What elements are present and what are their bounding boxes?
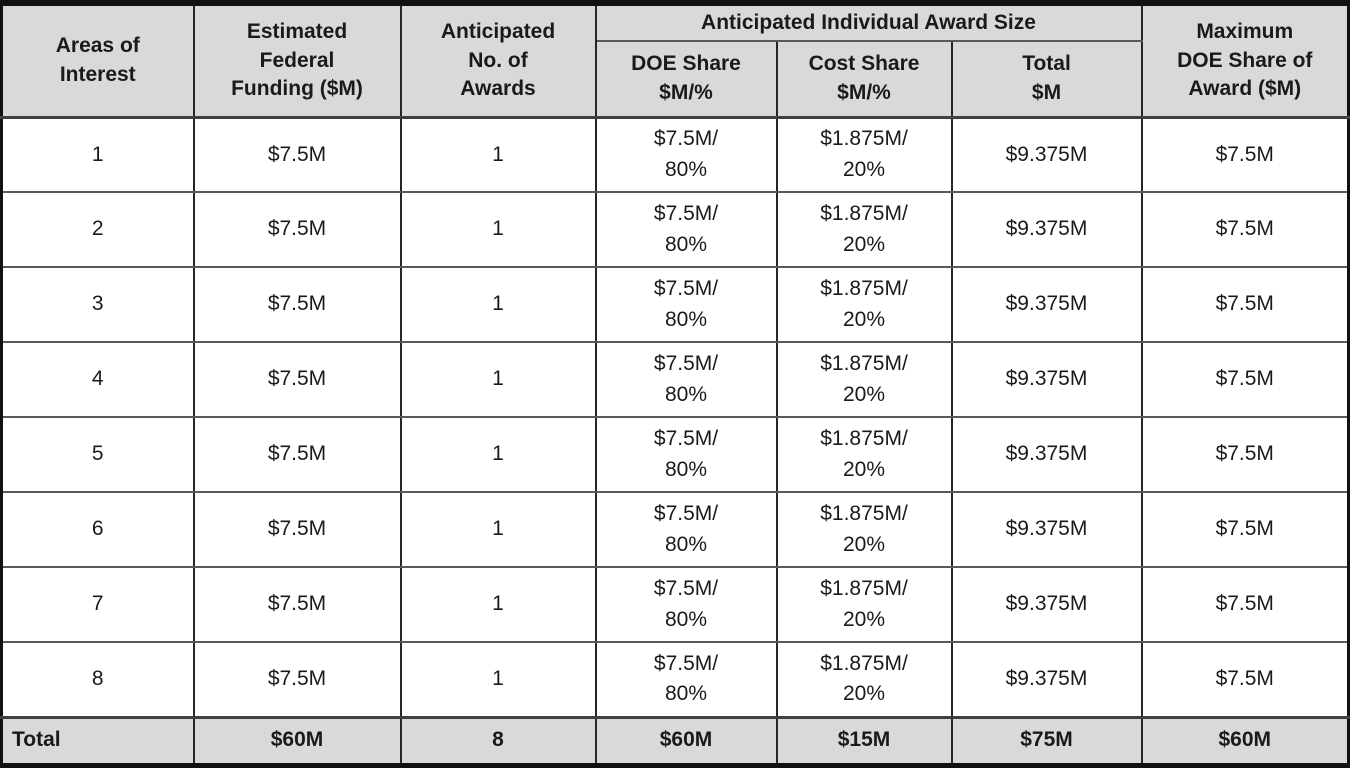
cell-max-doe-share: $7.5M (1140, 116, 1350, 193)
cell-area: 5 (0, 416, 195, 493)
cell-federal-funding: $7.5M (192, 641, 402, 718)
cell-federal-funding: $7.5M (192, 266, 402, 343)
table-row: 3 $7.5M 1 $7.5M/ 80% $1.875M/ 20% $9.375… (0, 266, 1350, 343)
cell-doe-share: $7.5M/ 80% (594, 416, 778, 493)
col-header-doe-share: DOE Share $M/% (594, 40, 778, 119)
col-header-anticipated-no-of-awards: Anticipated No. of Awards (399, 2, 597, 119)
cell-area: 8 (0, 641, 195, 718)
cell-federal-funding: $7.5M (192, 566, 402, 643)
cell-awards: 1 (399, 191, 597, 268)
cell-awards: 1 (399, 341, 597, 418)
cell-area: 6 (0, 491, 195, 568)
cell-awards: 1 (399, 566, 597, 643)
table-header: Areas of Interest Estimated Federal Fund… (0, 2, 1350, 119)
cell-total: $9.375M (950, 416, 1143, 493)
total-row: Total $60M 8 $60M $15M $75M $60M (0, 715, 1350, 766)
cell-cost-share: $1.875M/ 20% (775, 641, 953, 718)
cell-total: $9.375M (950, 266, 1143, 343)
col-header-total: Total $M (950, 40, 1143, 119)
header-row-sub: DOE Share $M/% Cost Share $M/% Total $M (2, 40, 1349, 119)
table-row: 5 $7.5M 1 $7.5M/ 80% $1.875M/ 20% $9.375… (0, 416, 1350, 493)
cell-total: $9.375M (950, 491, 1143, 568)
cell-area: 2 (0, 191, 195, 268)
cell-cost-share: $1.875M/ 20% (775, 416, 953, 493)
cell-total: $9.375M (950, 641, 1143, 718)
cell-federal-funding: $7.5M (192, 491, 402, 568)
cell-doe-share: $7.5M/ 80% (594, 491, 778, 568)
cell-doe-share: $7.5M/ 80% (594, 266, 778, 343)
total-label: Total (0, 715, 195, 766)
cell-awards: 1 (399, 416, 597, 493)
cell-max-doe-share: $7.5M (1140, 566, 1350, 643)
total-total: $75M (950, 715, 1143, 766)
cell-awards: 1 (399, 266, 597, 343)
cell-total: $9.375M (950, 341, 1143, 418)
cell-area: 7 (0, 566, 195, 643)
col-header-anticipated-individual-award-size: Anticipated Individual Award Size (594, 2, 1143, 42)
cell-max-doe-share: $7.5M (1140, 191, 1350, 268)
cell-area: 1 (0, 116, 195, 193)
cell-federal-funding: $7.5M (192, 341, 402, 418)
cell-total: $9.375M (950, 191, 1143, 268)
total-cost-share: $15M (775, 715, 953, 766)
cell-cost-share: $1.875M/ 20% (775, 341, 953, 418)
table-row: 8 $7.5M 1 $7.5M/ 80% $1.875M/ 20% $9.375… (0, 641, 1350, 718)
col-header-cost-share: Cost Share $M/% (775, 40, 953, 119)
table-body: 1 $7.5M 1 $7.5M/ 80% $1.875M/ 20% $9.375… (0, 116, 1350, 766)
cell-cost-share: $1.875M/ 20% (775, 566, 953, 643)
total-max-doe-share: $60M (1140, 715, 1350, 766)
cell-cost-share: $1.875M/ 20% (775, 191, 953, 268)
cell-federal-funding: $7.5M (192, 191, 402, 268)
total-federal-funding: $60M (192, 715, 402, 766)
cell-max-doe-share: $7.5M (1140, 266, 1350, 343)
cell-total: $9.375M (950, 566, 1143, 643)
cell-doe-share: $7.5M/ 80% (594, 191, 778, 268)
table-row: 6 $7.5M 1 $7.5M/ 80% $1.875M/ 20% $9.375… (0, 491, 1350, 568)
total-doe-share: $60M (594, 715, 778, 766)
cell-max-doe-share: $7.5M (1140, 641, 1350, 718)
total-awards: 8 (399, 715, 597, 766)
table-row: 4 $7.5M 1 $7.5M/ 80% $1.875M/ 20% $9.375… (0, 341, 1350, 418)
cell-awards: 1 (399, 491, 597, 568)
cell-area: 3 (0, 266, 195, 343)
cell-doe-share: $7.5M/ 80% (594, 641, 778, 718)
cell-total: $9.375M (950, 116, 1143, 193)
cell-doe-share: $7.5M/ 80% (594, 116, 778, 193)
cell-cost-share: $1.875M/ 20% (775, 116, 953, 193)
cell-cost-share: $1.875M/ 20% (775, 266, 953, 343)
cell-federal-funding: $7.5M (192, 116, 402, 193)
cell-doe-share: $7.5M/ 80% (594, 341, 778, 418)
cell-awards: 1 (399, 116, 597, 193)
col-header-areas-of-interest: Areas of Interest (0, 2, 195, 119)
table-row: 7 $7.5M 1 $7.5M/ 80% $1.875M/ 20% $9.375… (0, 566, 1350, 643)
cell-max-doe-share: $7.5M (1140, 491, 1350, 568)
cell-cost-share: $1.875M/ 20% (775, 491, 953, 568)
cell-max-doe-share: $7.5M (1140, 341, 1350, 418)
cell-federal-funding: $7.5M (192, 416, 402, 493)
col-header-estimated-federal-funding: Estimated Federal Funding ($M) (192, 2, 402, 119)
cell-doe-share: $7.5M/ 80% (594, 566, 778, 643)
table-row: 1 $7.5M 1 $7.5M/ 80% $1.875M/ 20% $9.375… (0, 116, 1350, 193)
col-header-maximum-doe-share: Maximum DOE Share of Award ($M) (1140, 2, 1350, 119)
cell-awards: 1 (399, 641, 597, 718)
cell-area: 4 (0, 341, 195, 418)
table-row: 2 $7.5M 1 $7.5M/ 80% $1.875M/ 20% $9.375… (0, 191, 1350, 268)
header-row-group: Areas of Interest Estimated Federal Fund… (0, 2, 1350, 119)
cell-max-doe-share: $7.5M (1140, 416, 1350, 493)
